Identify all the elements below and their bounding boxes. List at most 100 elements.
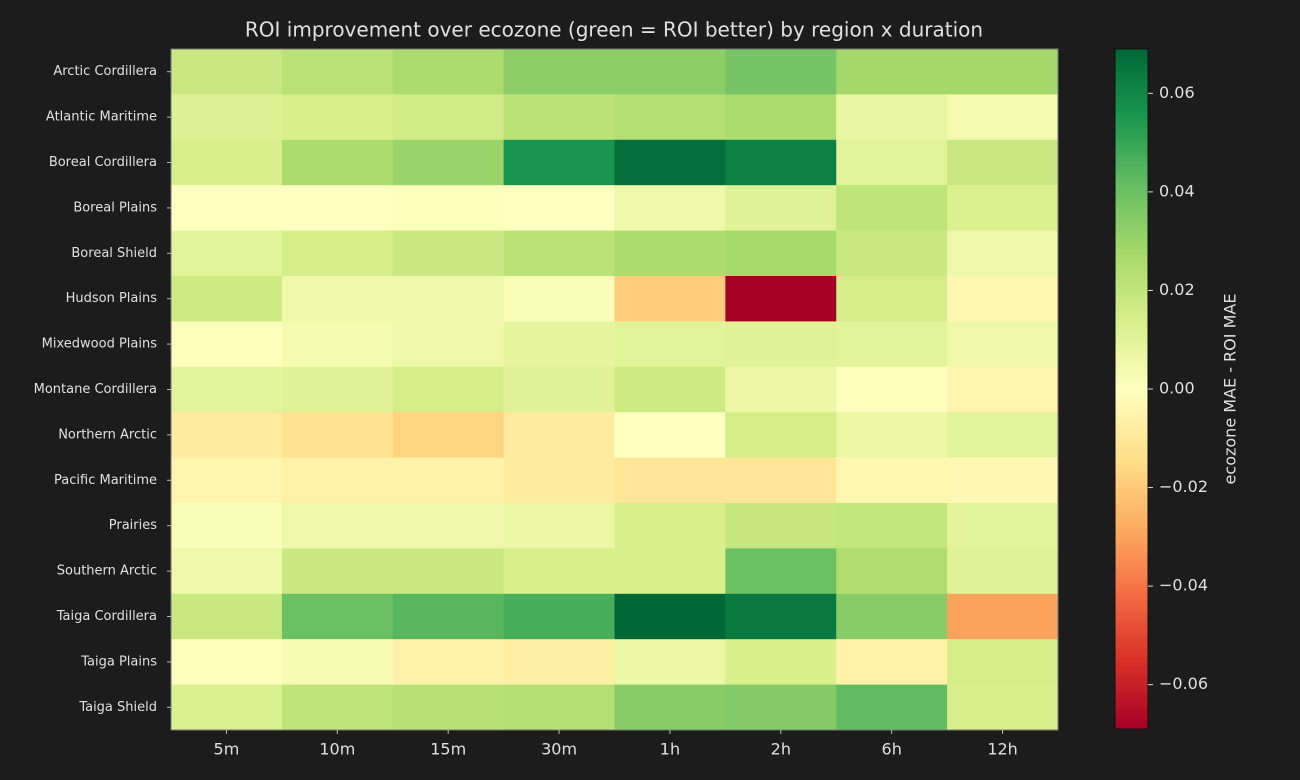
colorbar-segment [1115, 382, 1148, 387]
x-tick-label: 1h [660, 740, 680, 759]
colorbar-segment [1115, 127, 1148, 132]
colorbar-segment [1115, 674, 1148, 679]
heatmap-cell [947, 321, 1059, 368]
heatmap-cell [171, 548, 283, 595]
heatmap-cell [392, 457, 505, 504]
colorbar-segment [1115, 83, 1148, 87]
colorbar-segment [1115, 283, 1148, 288]
colorbar-segment [1115, 535, 1148, 540]
heatmap-cell [171, 94, 283, 141]
colorbar-segment [1115, 134, 1148, 138]
heatmap-cell [836, 185, 948, 232]
colorbar-segment [1115, 297, 1148, 302]
heatmap-cell [836, 230, 948, 277]
colorbar-segment [1115, 654, 1148, 659]
colorbar-segment [1115, 399, 1148, 404]
heatmap-cell [614, 639, 726, 686]
colorbar-segment [1115, 708, 1148, 713]
colorbar-segment [1115, 280, 1148, 285]
heatmap-cell [281, 230, 394, 277]
colorbar-segment [1115, 589, 1148, 594]
colorbar-segment [1115, 484, 1148, 489]
colorbar-segment [1115, 55, 1148, 60]
colorbar-segment [1115, 467, 1148, 472]
colorbar-segment [1115, 691, 1148, 696]
heatmap-cell [503, 639, 615, 686]
heatmap-cell [947, 139, 1059, 186]
colorbar-segment [1115, 174, 1148, 179]
heatmap-cell [614, 412, 726, 459]
colorbar-segment [1115, 368, 1148, 373]
colorbar-segment [1115, 365, 1148, 370]
y-tick-label: Boreal Shield [71, 246, 157, 261]
colorbar-segment [1115, 528, 1148, 533]
colorbar-segment [1115, 552, 1148, 557]
heatmap-cell [281, 94, 394, 141]
colorbar-segment [1115, 147, 1148, 152]
colorbar-segment [1115, 715, 1148, 720]
y-tick-label: Pacific Maritime [54, 473, 157, 488]
colorbar-segment [1115, 504, 1148, 509]
y-tick-label: Montane Cordillera [34, 382, 157, 397]
colorbar-label: ecozone MAE - ROI MAE [1221, 294, 1240, 485]
colorbar-segment [1115, 446, 1148, 451]
colorbar-segment [1115, 157, 1148, 162]
heatmap-cell [171, 366, 283, 413]
colorbar-segment [1115, 565, 1148, 570]
heatmap-cell [392, 230, 505, 277]
y-tick-label: Arctic Cordillera [53, 64, 157, 79]
colorbar-segment [1115, 562, 1148, 567]
colorbar-tick-label: 0.02 [1159, 280, 1195, 299]
heatmap-cell [503, 276, 615, 322]
colorbar-tick-label: 0.06 [1159, 83, 1195, 102]
heatmap-cell [503, 593, 615, 640]
colorbar-segment [1115, 232, 1148, 237]
colorbar-segment [1115, 436, 1148, 441]
colorbar-segment [1115, 548, 1148, 553]
colorbar-segment [1115, 681, 1148, 686]
heatmap-cell [392, 366, 505, 413]
colorbar-segment [1115, 355, 1148, 359]
colorbar-segment [1115, 348, 1148, 353]
colorbar-segment [1115, 273, 1148, 278]
colorbar-segment [1115, 259, 1148, 264]
colorbar-segment [1115, 317, 1148, 322]
colorbar-segment [1115, 253, 1148, 257]
heatmap-cell [725, 639, 837, 686]
colorbar-segment [1115, 76, 1148, 81]
heatmap-cell [281, 321, 394, 368]
heatmap-cell [614, 684, 726, 731]
colorbar-segment [1115, 93, 1148, 98]
colorbar-segment [1115, 569, 1148, 574]
heatmap-cell [281, 366, 394, 413]
colorbar-segment [1115, 630, 1148, 635]
colorbar-segment [1115, 154, 1148, 159]
y-tick-label: Atlantic Maritime [46, 110, 157, 125]
colorbar-segment [1115, 688, 1148, 693]
colorbar-segment [1115, 59, 1148, 64]
colorbar-segment [1115, 62, 1148, 67]
colorbar-segment [1115, 222, 1148, 227]
colorbar-segment [1115, 263, 1148, 268]
heatmap-cell [614, 457, 726, 504]
heatmap-cell [836, 412, 948, 459]
colorbar-segment [1115, 123, 1148, 128]
colorbar-segment [1115, 161, 1148, 166]
colorbar-segment [1115, 321, 1148, 325]
colorbar-segment [1115, 239, 1148, 244]
heatmap-cell [614, 49, 726, 95]
colorbar-segment [1115, 593, 1148, 597]
heatmap-cell [503, 366, 615, 413]
colorbar-segment [1115, 623, 1148, 628]
colorbar-segment [1115, 620, 1148, 625]
colorbar-segment [1115, 341, 1148, 346]
colorbar-segment [1115, 671, 1148, 676]
colorbar-segment [1115, 555, 1148, 560]
colorbar-segment [1115, 429, 1148, 434]
heatmap-cell [947, 49, 1059, 95]
heatmap-cell [614, 230, 726, 277]
colorbar-segment [1115, 667, 1148, 672]
colorbar-segment [1115, 385, 1148, 390]
colorbar-segment [1115, 409, 1148, 414]
x-tick-label: 5m [214, 740, 240, 759]
